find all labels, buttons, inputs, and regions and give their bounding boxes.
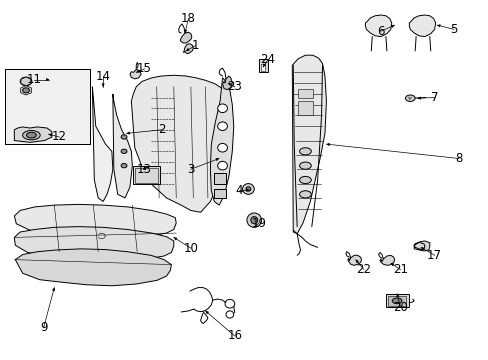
Ellipse shape bbox=[20, 77, 32, 86]
Bar bbox=[133, 166, 160, 184]
Text: 8: 8 bbox=[454, 152, 462, 165]
Polygon shape bbox=[130, 69, 141, 79]
Ellipse shape bbox=[121, 135, 127, 139]
Polygon shape bbox=[365, 15, 391, 37]
Ellipse shape bbox=[299, 176, 311, 184]
Ellipse shape bbox=[299, 148, 311, 155]
Bar bbox=[214, 173, 226, 184]
Text: 19: 19 bbox=[251, 216, 266, 230]
Polygon shape bbox=[210, 78, 233, 205]
Ellipse shape bbox=[391, 298, 401, 304]
Text: 3: 3 bbox=[187, 163, 194, 176]
Text: 5: 5 bbox=[449, 23, 457, 36]
Ellipse shape bbox=[217, 161, 227, 170]
Text: 23: 23 bbox=[227, 80, 242, 93]
Text: 20: 20 bbox=[392, 301, 407, 314]
Text: 14: 14 bbox=[95, 69, 110, 82]
Ellipse shape bbox=[245, 187, 250, 191]
Ellipse shape bbox=[250, 217, 257, 224]
Polygon shape bbox=[14, 127, 52, 142]
Text: 6: 6 bbox=[377, 25, 384, 38]
Text: 9: 9 bbox=[40, 321, 47, 334]
Bar bbox=[259, 59, 267, 72]
Text: 22: 22 bbox=[356, 263, 371, 276]
Polygon shape bbox=[14, 204, 176, 238]
Text: 2: 2 bbox=[158, 123, 165, 136]
Ellipse shape bbox=[217, 104, 227, 113]
Text: 13: 13 bbox=[137, 163, 152, 176]
Polygon shape bbox=[131, 75, 232, 212]
Text: 1: 1 bbox=[192, 39, 199, 52]
Text: 15: 15 bbox=[137, 62, 152, 75]
Text: 7: 7 bbox=[430, 91, 438, 104]
Ellipse shape bbox=[121, 149, 127, 153]
Polygon shape bbox=[347, 255, 361, 265]
Ellipse shape bbox=[26, 132, 36, 138]
Text: 10: 10 bbox=[183, 242, 198, 255]
Ellipse shape bbox=[22, 131, 40, 140]
Polygon shape bbox=[92, 87, 113, 202]
Bar bbox=[4, 69, 90, 144]
Bar bbox=[135, 168, 158, 183]
Text: 4: 4 bbox=[235, 184, 243, 197]
Ellipse shape bbox=[121, 163, 127, 168]
Text: 18: 18 bbox=[181, 12, 196, 25]
Polygon shape bbox=[180, 32, 191, 43]
Text: 16: 16 bbox=[227, 329, 242, 342]
Bar bbox=[298, 101, 312, 116]
Ellipse shape bbox=[242, 184, 254, 194]
Ellipse shape bbox=[299, 162, 311, 169]
Polygon shape bbox=[413, 241, 429, 251]
Text: 17: 17 bbox=[427, 249, 441, 262]
Polygon shape bbox=[183, 44, 193, 54]
Bar bbox=[214, 189, 226, 198]
Polygon shape bbox=[222, 76, 232, 90]
Ellipse shape bbox=[217, 122, 227, 131]
Ellipse shape bbox=[246, 213, 261, 227]
Polygon shape bbox=[379, 255, 394, 265]
Polygon shape bbox=[14, 226, 173, 261]
Ellipse shape bbox=[405, 95, 414, 102]
Text: 24: 24 bbox=[260, 53, 275, 66]
Bar bbox=[260, 64, 265, 71]
Polygon shape bbox=[408, 15, 435, 37]
Polygon shape bbox=[15, 249, 171, 286]
Polygon shape bbox=[113, 94, 132, 198]
Bar bbox=[4, 69, 90, 144]
Text: 11: 11 bbox=[26, 73, 41, 86]
Bar bbox=[298, 89, 312, 98]
Text: 12: 12 bbox=[52, 130, 66, 144]
Ellipse shape bbox=[22, 88, 29, 93]
Ellipse shape bbox=[217, 143, 227, 152]
Text: 21: 21 bbox=[392, 263, 407, 276]
Ellipse shape bbox=[299, 191, 311, 198]
Polygon shape bbox=[292, 55, 326, 234]
Bar bbox=[385, 294, 408, 307]
Bar bbox=[387, 296, 405, 306]
